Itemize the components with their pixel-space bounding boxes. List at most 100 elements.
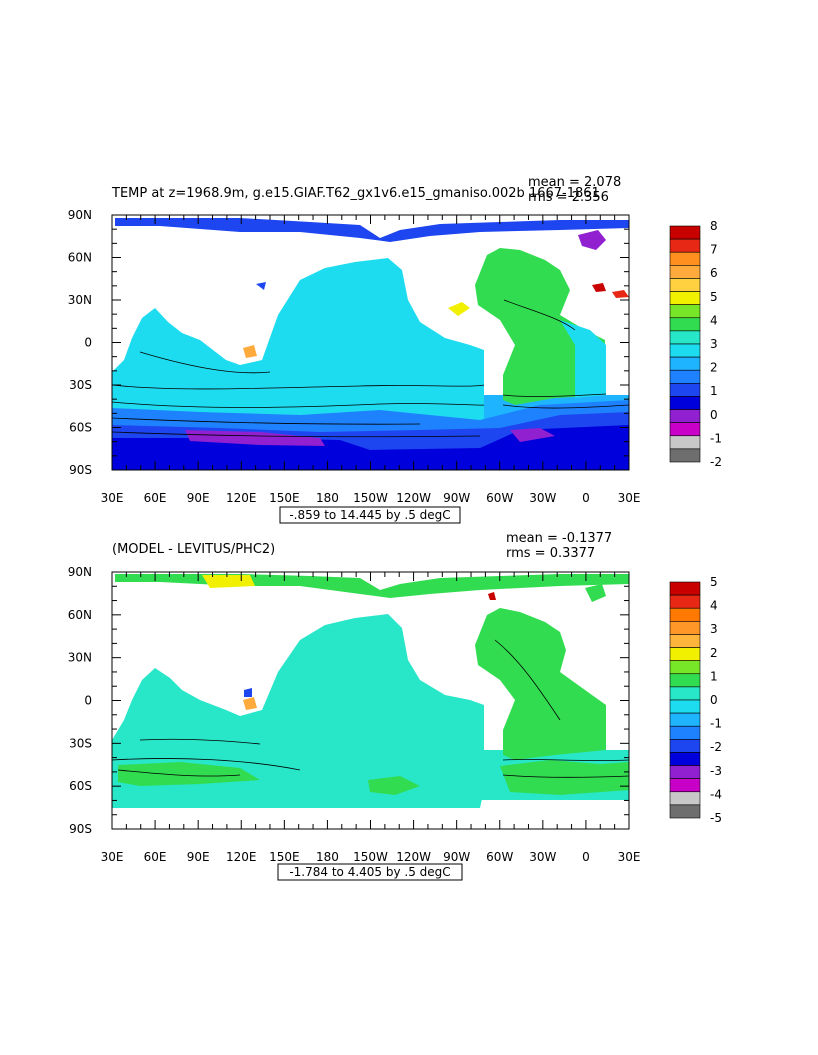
colorbar-label: 7: [710, 243, 718, 257]
colorbar-swatch: [669, 765, 701, 779]
colorbar-swatch: [669, 634, 701, 648]
south-band-3: [112, 425, 629, 470]
colorbar-swatch: [669, 435, 701, 450]
y-tick-label: 90N: [68, 565, 92, 579]
colorbar-swatch: [669, 251, 701, 266]
colorbar-swatch: [669, 330, 701, 345]
x-tick-label: 120W: [396, 491, 431, 505]
colorbar-swatch: [669, 278, 701, 292]
indo-pacific-region: [112, 258, 484, 460]
panel-1-ticks: [111, 214, 630, 471]
patch-orange-2: [243, 697, 257, 710]
panel-1-title: TEMP at z=1968.9m, g.e15.GIAF.T62_gx1v6.…: [111, 186, 600, 201]
colorbar-swatch: [669, 448, 701, 463]
panel-2-x-tick-labels: 30E 60E 90E 120E 150E 180 150W 120W 90W 60W 30W 0 30…: [101, 850, 641, 864]
colorbar-swatch: [669, 356, 701, 371]
y-tick-label: 60S: [69, 779, 92, 793]
x-tick-label: 120E: [226, 850, 257, 864]
panel-1-range-box: [279, 506, 461, 524]
x-tick-label: 120W: [396, 850, 431, 864]
x-tick-label: 150W: [353, 850, 388, 864]
y-tick-label: 30S: [69, 736, 92, 750]
arctic-region-2: [115, 574, 629, 598]
y-tick-label: 30N: [68, 293, 92, 307]
x-tick-label: 30E: [101, 850, 124, 864]
patch-blue-small: [256, 282, 266, 290]
colorbar-swatch: [669, 607, 701, 622]
y-tick-label: 30N: [68, 651, 92, 665]
atlantic-region-2: [475, 608, 606, 760]
south-band-teal: [112, 750, 629, 800]
patch-red-2: [612, 290, 629, 298]
colorbar-label: 3: [710, 622, 718, 636]
colorbar-label: 2: [710, 646, 718, 660]
panel-1-range-label: -.859 to 14.445 by .5 degC: [289, 508, 450, 522]
x-tick-label: 60E: [144, 850, 167, 864]
colorbar-swatch: [669, 304, 701, 319]
y-tick-label: 90S: [69, 822, 92, 836]
colorbar-label: 4: [710, 599, 718, 613]
colorbar-label: -2: [710, 740, 722, 754]
colorbar-swatch: [669, 369, 701, 384]
x-tick-label: 30W: [529, 850, 556, 864]
panel-2-title: (MODEL - LEVITUS/PHC2): [112, 542, 275, 557]
y-tick-label: 60N: [68, 251, 92, 265]
panel-1-y-tick-labels: 90N 60N 30N 0 30S 60S 90S: [68, 208, 92, 477]
colorbar-swatch: [669, 594, 701, 609]
colorbar-label: 6: [710, 266, 718, 280]
contour-lines-2: [112, 639, 629, 778]
colorbar-swatch: [669, 621, 701, 635]
colorbar-label: 5: [710, 575, 718, 589]
colorbar-swatch: [669, 422, 701, 437]
colorbar-swatch: [669, 409, 701, 423]
x-tick-label: 120E: [226, 491, 257, 505]
colorbar-label: -3: [710, 764, 722, 778]
x-tick-label: 0: [582, 491, 590, 505]
colorbar-swatch: [669, 712, 701, 727]
colorbar-swatch: [669, 778, 701, 793]
panel-1-x-tick-labels: 30E 60E 90E 120E 150E 180 150W 120W 90W 60W 30W 0 30…: [101, 491, 641, 505]
panel-2: (MODEL - LEVITUS/PHC2) mean = -0.1377 rm…: [68, 531, 722, 881]
east-atlantic-cyan: [560, 320, 606, 398]
panel-1: TEMP at z=1968.9m, g.e15.GIAF.T62_gx1v6.…: [68, 175, 722, 524]
x-tick-label: 90E: [187, 491, 210, 505]
x-tick-label: 150E: [269, 850, 300, 864]
colorbar-label: -1: [710, 431, 722, 445]
contour-lines: [112, 299, 629, 438]
colorbar-label: 1: [710, 669, 718, 683]
colorbar-swatch: [669, 647, 701, 661]
patch-red-3: [488, 592, 496, 600]
panel-2-y-tick-labels: 90N 60N 30N 0 30S 60S 90S: [68, 565, 92, 836]
patch-red: [592, 283, 606, 292]
colorbar-label: -4: [710, 787, 722, 801]
colorbar-swatch: [669, 383, 701, 397]
colorbar-swatch: [669, 291, 701, 305]
colorbar-swatch: [669, 225, 701, 240]
colorbar-label: 0: [710, 693, 718, 707]
x-tick-label: 90W: [443, 491, 470, 505]
x-tick-label: 90E: [187, 850, 210, 864]
colorbar-label: 1: [710, 384, 718, 398]
x-tick-label: 30E: [618, 850, 641, 864]
colorbar-swatch: [669, 739, 701, 753]
colorbar-swatch: [669, 752, 701, 766]
arctic-green-small: [585, 584, 606, 602]
south-green-2: [368, 776, 420, 795]
antarctic-purple: [185, 430, 325, 446]
x-tick-label: 30E: [618, 491, 641, 505]
colorbar-swatch: [669, 581, 701, 596]
panel-2-mean: mean = -0.1377: [506, 531, 612, 546]
patch-yellow: [448, 302, 470, 316]
colorbar-swatch: [669, 238, 701, 253]
x-tick-label: 150E: [269, 491, 300, 505]
y-tick-label: 90N: [68, 208, 92, 222]
arctic-purple: [578, 230, 606, 250]
colorbar-swatch: [669, 725, 701, 740]
y-tick-label: 60N: [68, 608, 92, 622]
colorbar-swatch: [669, 791, 701, 806]
colorbar-label: 2: [710, 361, 718, 375]
x-tick-label: 90W: [443, 850, 470, 864]
colorbar-label: 4: [710, 313, 718, 327]
patch-blue-2: [244, 688, 252, 697]
panel-1-map: [112, 218, 629, 470]
